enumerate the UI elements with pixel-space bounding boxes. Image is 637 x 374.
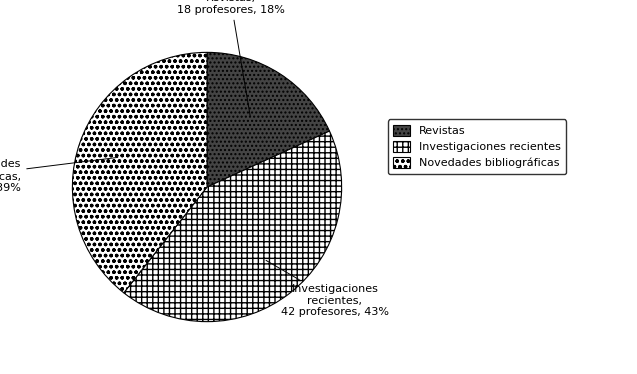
Text: Revistas,
18 profesores, 18%: Revistas, 18 profesores, 18% (177, 0, 285, 116)
Text: Novedades
bibliográficas,
39 profesores, 39%: Novedades bibliográficas, 39 profesores,… (0, 157, 118, 193)
Wedge shape (124, 131, 341, 322)
Wedge shape (207, 52, 329, 187)
Text: Investigaciones
recientes,
42 profesores, 43%: Investigaciones recientes, 42 profesores… (266, 260, 389, 317)
Legend: Revistas, Investigaciones recientes, Novedades bibliográficas: Revistas, Investigaciones recientes, Nov… (387, 119, 566, 174)
Wedge shape (73, 52, 207, 293)
